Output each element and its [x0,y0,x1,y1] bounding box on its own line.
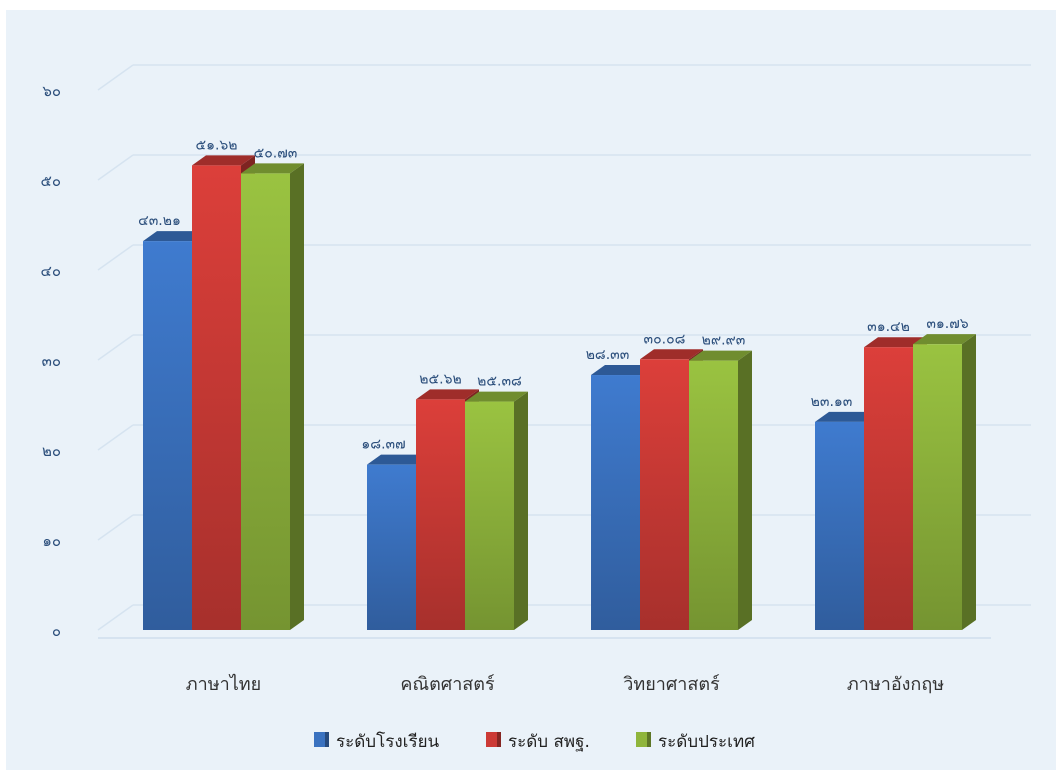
gridline-diag [97,244,134,271]
y-tick-label: ๖๐ [42,82,61,100]
legend-item: ระดับโรงเรียน [314,731,440,752]
bar-top [815,411,878,422]
data-label: ๓๐.๐๘ [644,331,686,347]
bar-top [689,350,752,361]
data-label: ๕๐.๗๓ [254,145,298,161]
data-label: ๒๕.๖๒ [419,371,461,387]
bar [241,163,304,630]
data-label: ๒๘.๓๓ [586,347,630,363]
bar-top [416,389,479,400]
data-label: ๕๑.๖๒ [195,137,237,153]
bar-front [864,347,913,630]
gridline-diag [97,64,134,91]
data-label: ๑๘.๓๗ [361,437,405,453]
bar-front [416,399,465,630]
data-label: ๒๕.๓๘ [477,374,522,390]
bar-side [514,391,528,630]
data-label: ๓๑.๗๖ [926,316,968,332]
bar-top [640,349,703,360]
gridline-diag [97,514,134,541]
y-tick-label: ๒๐ [42,442,61,460]
bar-front [640,359,689,630]
legend-item: ระดับประเทศ [636,732,755,752]
legend-swatch-side [497,732,501,747]
bar-front [465,401,514,630]
legend-label: ระดับโรงเรียน [336,731,440,752]
gridline-diag [97,424,134,451]
bar [465,391,528,630]
x-tick-label: ภาษาอังกฤษ [847,674,944,695]
data-label: ๒๙.๙๓ [702,333,746,349]
bar-side [290,163,304,630]
x-axis: ภาษาไทย คณิตศาสตร์ วิทยาศาสตร์ ภาษาอังกฤษ [186,673,944,695]
gridline-diag [97,604,134,631]
bar-front [591,375,640,630]
bar-side [962,334,976,630]
y-axis: ๐ ๑๐ ๒๐ ๓๐ ๔๐ ๕๐ ๖๐ [40,82,61,640]
bar-top [241,163,304,174]
chart-area: ๐๑๐ ๒๐ ๓๐ ๔๐ ๕๐ ๖๐ ๔๓.๒๑ ๕๑.๖๒ ๕๐.๗๓ ๑๘.๓๗ ๒๕.๖๒๒… [6,10,1056,770]
bar-front [689,360,738,630]
bar-front [241,173,290,630]
bar-top [367,454,430,465]
y-tick-label: ๓๐ [42,352,61,370]
bar-front [367,464,416,630]
bar-top [864,337,927,348]
y-tick-label: ๑๐ [42,532,61,550]
gridline-diag [97,154,134,181]
y-tick-label: ๐ [52,622,61,640]
bar-front [815,421,864,630]
gridline-diag [97,334,134,361]
bar-top [465,391,528,402]
legend-label: ระดับ สพฐ. [508,732,590,752]
data-label: ๔๓.๒๑ [138,213,181,229]
bar-front [913,344,962,630]
bar-front [143,241,192,631]
bar-layer [143,155,976,631]
bar-top [143,231,206,242]
legend: ระดับโรงเรียน ระดับ สพฐ. ระดับประเทศ [314,731,755,752]
bar [913,334,976,630]
data-label: ๓๑.๔๒ [867,319,910,335]
bar [689,350,752,630]
legend-label: ระดับประเทศ [658,732,755,752]
x-tick-label: ภาษาไทย [186,673,261,695]
data-label: ๒๓.๑๓ [811,394,853,410]
chart-svg: ๐๑๐๒๐๓๐๔๐๕๐๖๐ ๔๓.๒๑๕๑.๖๒๕๐.๗๓๑๘.๓๗๒๕.๖๒๒… [40,64,1031,752]
x-tick-label: คณิตศาสตร์ [400,674,495,695]
legend-swatch-side [647,732,651,747]
legend-swatch-side [325,732,329,747]
bar-top [913,334,976,345]
y-tick-label: ๔๐ [40,262,61,280]
legend-item: ระดับ สพฐ. [486,732,590,752]
bar-side [738,350,752,630]
bar-top [192,155,255,166]
y-tick-label: ๕๐ [40,172,61,190]
x-tick-label: วิทยาศาสตร์ [623,674,720,695]
bar-top [591,365,654,376]
bar-front [192,165,241,631]
